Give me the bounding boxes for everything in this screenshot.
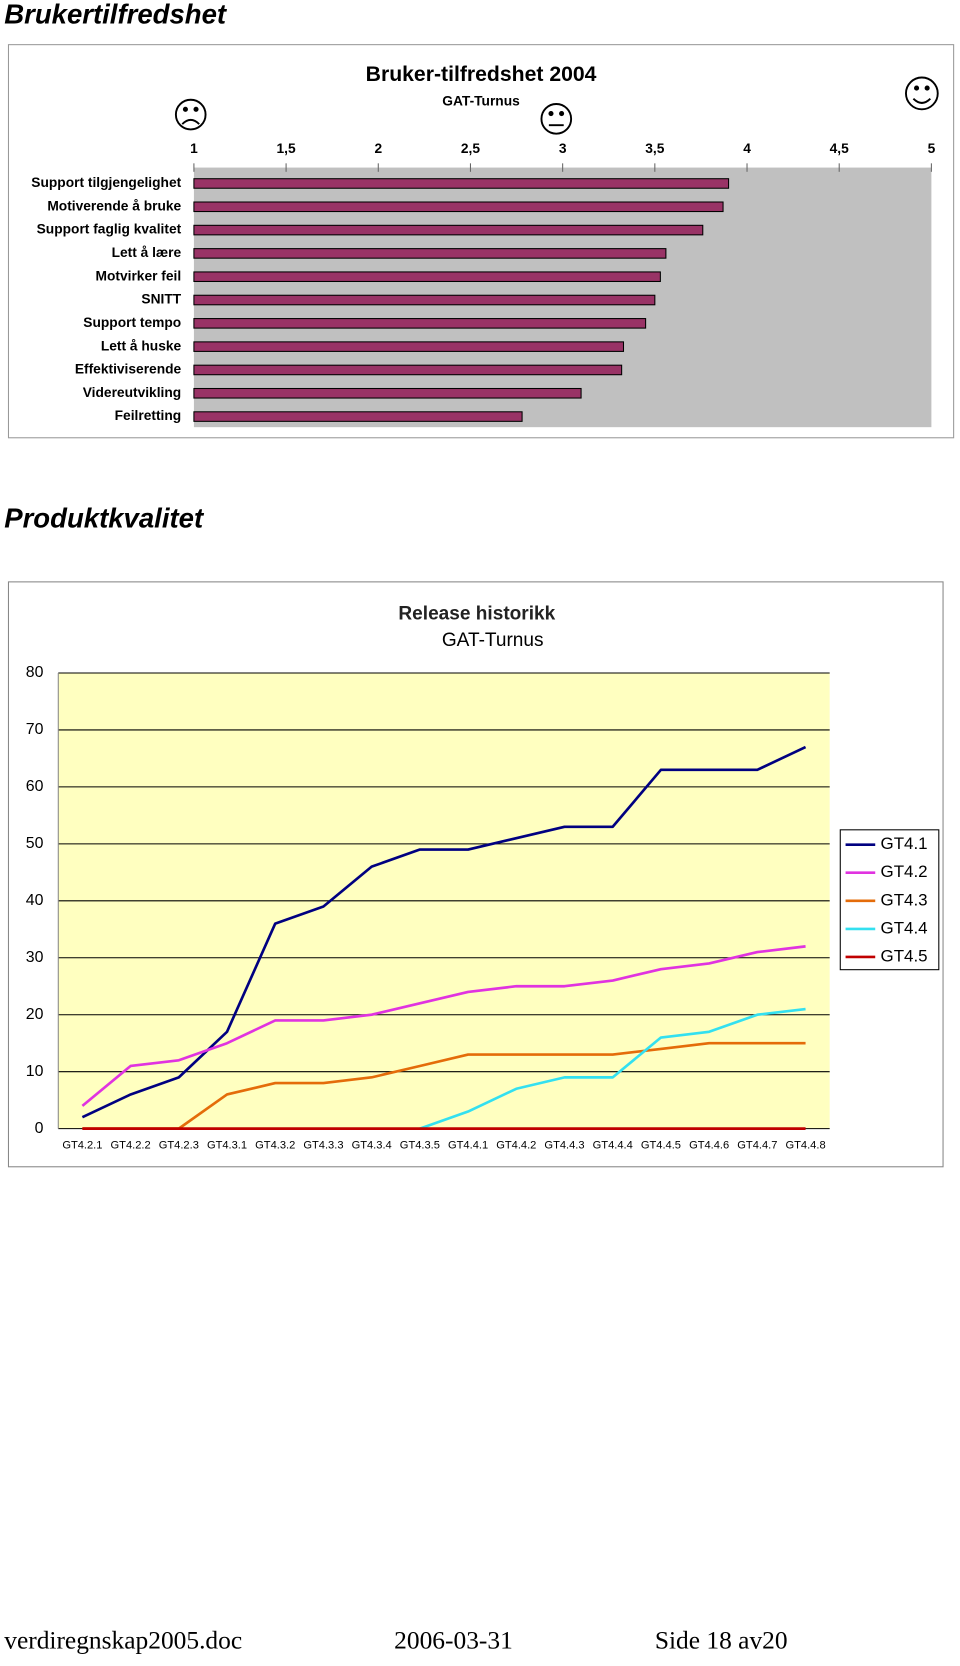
y-tick-label: Motiverende å bruke xyxy=(47,198,181,213)
y-tick-label: 70 xyxy=(26,721,44,738)
legend-label: GT4.4 xyxy=(881,918,928,937)
y-tick-label: 50 xyxy=(26,835,44,852)
legend-label: GT4.3 xyxy=(881,890,928,909)
x-tick-label: 2 xyxy=(374,141,382,156)
bar xyxy=(193,224,704,236)
x-tick-label: GT4.4.7 xyxy=(737,1140,777,1152)
line xyxy=(81,745,807,1119)
x-tick-label: GT4.4.4 xyxy=(593,1140,633,1152)
y-tick-label: Support tempo xyxy=(83,315,181,330)
y-tick-label: Videreutvikling xyxy=(83,385,181,400)
smileys xyxy=(174,76,939,135)
chart-subtitle: GAT-Turnus xyxy=(442,94,520,109)
heading: Produktkvalitet xyxy=(4,503,205,534)
legend-label: GT4.2 xyxy=(881,862,928,881)
bar xyxy=(193,411,523,422)
heading: Brukertilfredshet xyxy=(4,0,228,29)
y-tick-label: Support faglig kvalitet xyxy=(37,222,182,237)
x-tick-label: 5 xyxy=(928,141,936,156)
y-tick-label: Feilretting xyxy=(115,408,182,423)
x-tick-label: 3 xyxy=(559,141,567,156)
y-tick-label: 0 xyxy=(35,1120,44,1137)
x-tick-label: 1 xyxy=(190,141,198,156)
y-tick-label: Lett å lære xyxy=(112,245,182,260)
legend-label: GT4.1 xyxy=(881,834,928,853)
bar xyxy=(193,364,623,376)
y-tick-label: 40 xyxy=(26,892,44,909)
x-tick-label: GT4.2.3 xyxy=(159,1140,199,1152)
bar xyxy=(193,271,661,283)
bar xyxy=(193,341,625,352)
x-tick-label: GT4.4.6 xyxy=(689,1140,729,1152)
x-tick-label: GT4.4.8 xyxy=(785,1140,825,1152)
x-tick-label: GT4.3.4 xyxy=(352,1140,392,1152)
x-tick-label: 3,5 xyxy=(645,141,664,156)
bar xyxy=(193,178,730,189)
x-tick-label: GT4.4.1 xyxy=(448,1140,488,1152)
x-tick-label: 4,5 xyxy=(830,141,849,156)
legend-label: GT4.5 xyxy=(881,946,928,965)
x-tick-label: 4 xyxy=(743,141,751,156)
footer-page: Side 18 av20 xyxy=(655,1625,788,1654)
chart-title: Release historikk xyxy=(398,604,555,625)
y-tick-label: Lett å huske xyxy=(101,338,182,353)
x-tick-label: GT4.2.2 xyxy=(111,1140,151,1152)
x-tick-label: GT4.3.5 xyxy=(400,1140,440,1152)
bar xyxy=(193,387,582,399)
line xyxy=(82,1041,806,1130)
x-tick-label: GT4.2.1 xyxy=(62,1140,102,1152)
y-tick-label: Motvirker feil xyxy=(96,268,182,283)
x-tick-label: GT4.3.1 xyxy=(207,1140,247,1152)
bar xyxy=(193,318,647,329)
line xyxy=(81,945,806,1107)
x-tick-label: GT4.4.5 xyxy=(641,1140,681,1152)
y-tick-label: 10 xyxy=(26,1063,44,1080)
line xyxy=(419,1007,806,1130)
x-tick-label: GT4.4.2 xyxy=(496,1140,536,1152)
footer-date: 2006-03-31 xyxy=(394,1625,513,1654)
footer-file: verdiregnskap2005.doc xyxy=(4,1625,242,1654)
y-tick-label: 30 xyxy=(26,949,44,966)
x-tick-label: 2,5 xyxy=(461,141,480,156)
y-tick-label: Effektiviserende xyxy=(75,362,182,377)
chart-subtitle: GAT-Turnus xyxy=(442,630,544,651)
bar xyxy=(193,248,667,259)
x-tick-label: GT4.4.3 xyxy=(544,1140,584,1152)
x-tick-label: GT4.3.2 xyxy=(255,1140,295,1152)
footer: verdiregnskap2005.doc 2006-03-31 Side 18… xyxy=(4,1625,787,1654)
x-tick-label: 1,5 xyxy=(277,141,296,156)
y-tick-label: 80 xyxy=(26,664,44,681)
bar xyxy=(193,201,724,213)
y-tick-label: Support tilgjengelighet xyxy=(31,175,181,190)
y-tick-label: 20 xyxy=(26,1006,44,1023)
y-tick-label: 60 xyxy=(26,778,44,795)
chart-title: Bruker-tilfredshet 2004 xyxy=(366,63,597,86)
bar xyxy=(193,294,656,306)
x-tick-label: GT4.3.3 xyxy=(303,1140,343,1152)
y-tick-label: SNITT xyxy=(141,292,181,307)
